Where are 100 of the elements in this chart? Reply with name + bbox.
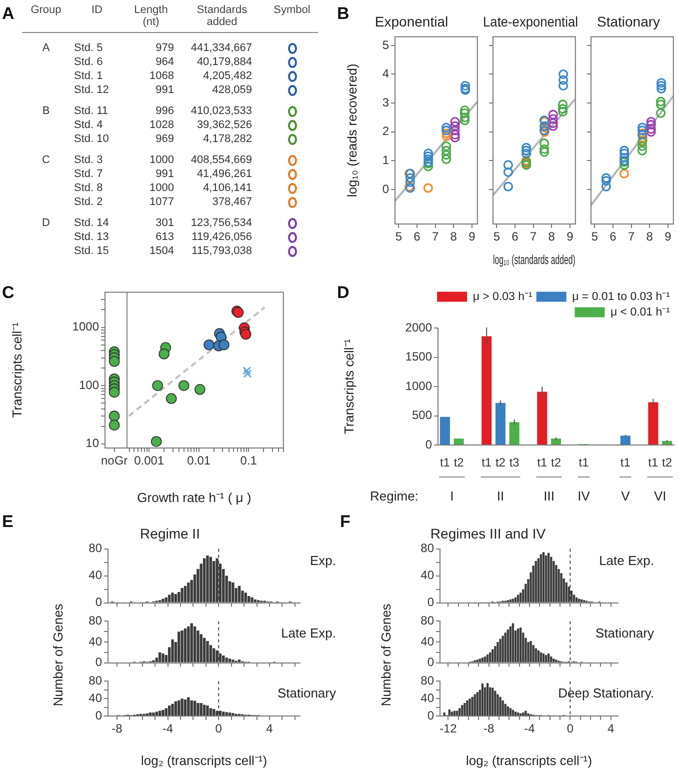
text: 1068 bbox=[150, 70, 174, 82]
y-tick-label: 80 bbox=[420, 541, 434, 556]
text: 441,334,667 bbox=[190, 42, 252, 54]
text: II bbox=[496, 488, 504, 504]
x-tick-label: t1 bbox=[648, 456, 659, 470]
annotation: Stationary bbox=[595, 625, 654, 640]
x-tick-label: 6 bbox=[414, 230, 421, 244]
text: 991 bbox=[156, 84, 174, 96]
text: 301 bbox=[156, 217, 174, 229]
text: F bbox=[340, 512, 350, 532]
x-axis-title: log₂ (transcripts cell⁻¹) bbox=[466, 752, 592, 768]
x-tick-label: 5 bbox=[591, 230, 598, 244]
annotation: Stationary bbox=[277, 685, 336, 700]
x-tick-label: 9 bbox=[566, 230, 574, 244]
x-tick-label: 4 bbox=[608, 722, 615, 736]
x-tick-label: 7 bbox=[628, 230, 635, 244]
x-tick-label: 6 bbox=[610, 230, 617, 244]
x-tick-label: 9 bbox=[468, 230, 476, 244]
text: Std. 13 bbox=[74, 231, 109, 243]
category-label: Standards added bbox=[178, 4, 266, 32]
x-tick-label: -8 bbox=[483, 722, 494, 736]
y-axis-title: Number of Genes bbox=[378, 604, 394, 706]
text: 39,362,526 bbox=[196, 119, 252, 131]
y-tick-label: 80 bbox=[88, 674, 102, 688]
y-tick-label: 1000 bbox=[405, 378, 432, 393]
y-tick-label: 3 bbox=[382, 95, 390, 110]
y-tick-label: 40 bbox=[88, 568, 102, 582]
y-tick-label: 2 bbox=[382, 124, 390, 138]
text: 991 bbox=[156, 168, 174, 180]
text: Std. 5 bbox=[74, 42, 103, 54]
x-tick-label: t1 bbox=[620, 456, 631, 470]
text: 1504 bbox=[150, 245, 174, 257]
legend-label: μ > 0.03 h⁻¹ bbox=[472, 290, 533, 303]
text: V bbox=[621, 488, 630, 504]
text: D bbox=[42, 217, 50, 229]
y-axis-title: Transcripts cell⁻¹ bbox=[341, 338, 356, 434]
text: Std. 14 bbox=[74, 217, 109, 229]
x-tick-label: 0.01 bbox=[187, 454, 211, 468]
text: VI bbox=[654, 488, 666, 504]
text: 115,793,038 bbox=[192, 245, 252, 257]
x-tick-label: -12 bbox=[439, 722, 458, 736]
y-tick-label: 0 bbox=[427, 655, 434, 670]
y-tick-label: 2000 bbox=[405, 320, 432, 334]
x-tick-label: 7 bbox=[530, 230, 537, 244]
text: 40,179,884 bbox=[196, 56, 252, 68]
text: IV bbox=[578, 488, 590, 504]
y-tick-label: 100 bbox=[78, 378, 100, 392]
text: 1028 bbox=[150, 119, 174, 131]
y-tick-label: 500 bbox=[412, 408, 432, 422]
text: A bbox=[42, 42, 50, 54]
y-tick-label: 40 bbox=[88, 634, 102, 648]
y-tick-label: 40 bbox=[88, 690, 102, 705]
category-label: Length (nt) bbox=[124, 4, 178, 32]
x-tick-label: 0.001 bbox=[134, 454, 164, 468]
x-tick-label: t1 bbox=[482, 456, 492, 470]
annotation: Late Exp. bbox=[281, 625, 336, 640]
text: Std. 3 bbox=[74, 154, 103, 166]
text: 4,178,282 bbox=[203, 133, 252, 145]
text: 613 bbox=[156, 231, 174, 243]
x-tick-label: t2 bbox=[550, 456, 562, 470]
text: 378,467 bbox=[212, 196, 252, 208]
text: Std. 6 bbox=[74, 56, 103, 68]
y-tick-label: 1000 bbox=[72, 320, 100, 334]
text: D bbox=[337, 283, 350, 303]
x-tick-label: -4 bbox=[524, 722, 536, 736]
text: C bbox=[42, 154, 50, 166]
x-tick-label: 6 bbox=[512, 230, 519, 244]
y-tick-label: 0 bbox=[95, 708, 102, 722]
text: E bbox=[2, 512, 14, 532]
x-axis-title: Regime: bbox=[370, 488, 418, 504]
x-tick-label: t2 bbox=[495, 456, 506, 470]
x-axis-title: log₁₀ (standards added) bbox=[493, 252, 576, 268]
x-tick-label: t2 bbox=[662, 456, 672, 470]
x-tick-label: t1 bbox=[537, 456, 548, 470]
y-axis-title: Number of Genes bbox=[50, 604, 66, 706]
annotation: Late Exp. bbox=[599, 552, 654, 568]
category-label: Group bbox=[22, 4, 70, 32]
text: Std. 10 bbox=[74, 133, 109, 145]
text: 408,554,669 bbox=[190, 154, 252, 166]
x-tick-label: t1 bbox=[578, 456, 590, 470]
y-tick-label: 40 bbox=[420, 634, 434, 648]
text: 1000 bbox=[150, 154, 174, 166]
text: I bbox=[450, 488, 454, 504]
chart-title: Regime II bbox=[140, 525, 200, 542]
text: 1000 bbox=[150, 182, 174, 194]
x-axis-title: Growth rate h⁻¹ ( μ ) bbox=[137, 490, 252, 505]
text: 979 bbox=[156, 42, 174, 54]
text: 41,496,261 bbox=[196, 168, 252, 180]
category-label: Symbol bbox=[266, 4, 318, 32]
text: 996 bbox=[156, 105, 174, 117]
legend-label: μ < 0.01 h⁻¹ bbox=[610, 306, 670, 318]
text: 964 bbox=[156, 56, 174, 68]
text: B bbox=[42, 105, 50, 117]
y-tick-label: 0 bbox=[95, 655, 102, 670]
text: Std. 15 bbox=[74, 245, 109, 257]
chart-title: Regimes III and IV bbox=[430, 525, 546, 542]
x-tick-label: t1 bbox=[440, 456, 450, 470]
text: C bbox=[2, 283, 14, 303]
annotation: Deep Stationary. bbox=[558, 685, 654, 700]
y-tick-label: 0 bbox=[95, 595, 102, 610]
